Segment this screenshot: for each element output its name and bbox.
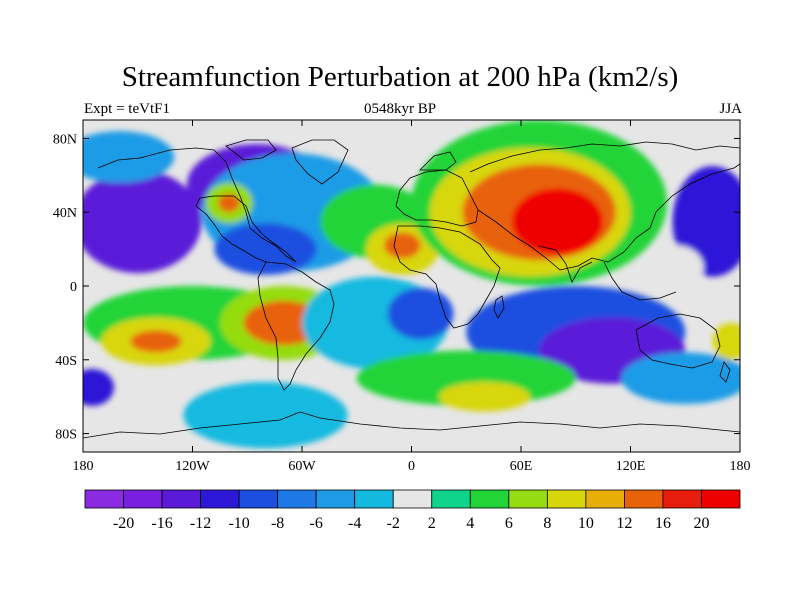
north-america-coast: [97, 147, 297, 263]
y-tick-label: 40S: [55, 354, 77, 369]
greenland-coast: [291, 139, 349, 185]
y-tick-label: 80S: [55, 428, 77, 443]
season-label: JJA: [719, 101, 742, 117]
contour-region-15: [648, 245, 704, 290]
x-tick-label: 60W: [288, 459, 316, 474]
antarctica-coast: [83, 411, 740, 439]
colorbar-swatch: [546, 489, 587, 509]
colorbar-label: -20: [113, 515, 134, 532]
colorbar-swatch: [585, 489, 625, 509]
africa-coast: [393, 225, 501, 329]
colorbar-swatch: [84, 489, 124, 509]
colorbar-swatch: [508, 489, 548, 509]
contour-region-10: [384, 232, 421, 259]
contour-region-4: [214, 223, 317, 275]
y-tick-label: 40N: [53, 206, 77, 221]
contour-region-28: [621, 352, 740, 405]
x-tick-label: 120E: [616, 459, 646, 474]
colorbar-label: -2: [387, 515, 400, 532]
axis-ticks: 180 120W 60W 0 60E 120E 180 80N 40N 0 40S 80S: [53, 120, 751, 474]
contour-region-14: [511, 188, 604, 255]
colorbar-swatch: [469, 489, 510, 509]
map-title: Streamfunction Perturbation at 200 hPa (…: [121, 61, 679, 93]
colorbar-label: -16: [151, 515, 172, 532]
colorbar-label: 10: [578, 515, 594, 532]
colorbar-swatch: [200, 489, 240, 509]
colorbar-swatch: [277, 489, 317, 509]
x-tick-label: 180: [730, 459, 751, 474]
contour-region-23: [387, 287, 454, 340]
contour-region-0: [83, 169, 202, 274]
time-label: 0548kyr BP: [363, 101, 437, 117]
contour-region-20: [243, 300, 324, 346]
contour-field: [83, 120, 740, 449]
colorbar-swatch: [431, 489, 471, 509]
x-tick-label: 120W: [175, 459, 210, 474]
south-america-coast: [257, 261, 335, 391]
contour-region-30: [712, 322, 740, 360]
experiment-label: Expt = teVtF1: [84, 101, 170, 117]
colorbar-label: 12: [616, 515, 632, 532]
colorbar-swatch: [701, 489, 741, 509]
scandinavia-coast: [419, 151, 457, 171]
contour-region-7: [218, 193, 240, 213]
colorbar-swatch: [662, 489, 702, 509]
x-tick-label: 60E: [510, 459, 533, 474]
southeast-asia-coast: [603, 261, 677, 301]
canadian-islands-coast: [225, 139, 277, 161]
y-tick-label: 80N: [53, 132, 77, 147]
new-zealand-coast: [719, 361, 731, 383]
colorbar-label: -6: [310, 515, 323, 532]
contour-region-29: [83, 369, 115, 406]
x-tick-label: 0: [408, 459, 415, 474]
colorbar-swatch: [315, 489, 356, 509]
colorbar-label: 6: [505, 515, 513, 532]
colorbar: -20 -16 -12 -10 -8 -6 -4 -2 2 4 6 8 10 12 16 20: [84, 489, 741, 532]
colorbar-label: -4: [348, 515, 361, 532]
asia-coast: [469, 141, 740, 271]
colorbar-label: -12: [190, 515, 211, 532]
contour-region-21: [183, 381, 348, 449]
colorbar-label: 8: [543, 515, 551, 532]
colorbar-label: 20: [693, 515, 709, 532]
colorbar-swatch: [123, 489, 163, 509]
coastlines: [83, 139, 740, 439]
x-tick-label: 180: [73, 459, 94, 474]
colorbar-label: 2: [428, 515, 436, 532]
colorbar-swatch: [161, 489, 201, 509]
colorbar-swatch: [354, 489, 394, 509]
colorbar-swatch: [624, 489, 664, 509]
contour-region-5: [83, 131, 175, 183]
colorbar-label: 16: [655, 515, 671, 532]
colorbar-label: -8: [271, 515, 284, 532]
contour-region-27: [438, 381, 531, 412]
contour-region-18: [130, 330, 182, 353]
india-coast: [537, 245, 593, 283]
australia-coast: [635, 313, 721, 369]
colorbar-swatch: [392, 489, 433, 509]
colorbar-label: -10: [228, 515, 249, 532]
colorbar-swatch: [238, 489, 279, 509]
madagascar-coast: [493, 295, 505, 319]
y-tick-label: 0: [70, 280, 77, 295]
colorbar-label: 4: [466, 515, 474, 532]
